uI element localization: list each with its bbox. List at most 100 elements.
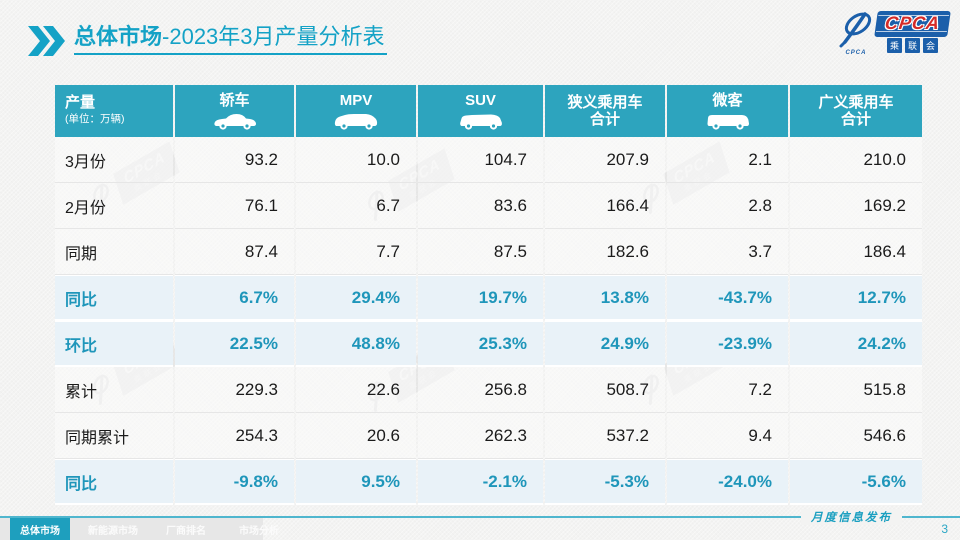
table-cell: 210.0 (790, 137, 922, 183)
table-cell: 256.8 (418, 367, 543, 413)
table-cell: 6.7% (175, 275, 294, 321)
column-title: 广义乘用车 (818, 94, 894, 111)
table-cell: -23.9% (667, 321, 788, 367)
table-cell: 6.7 (296, 183, 416, 229)
cpca-swirl-label: CPCA (845, 50, 867, 56)
footer-tab-1[interactable]: 总体市场 (10, 518, 70, 540)
table-row: 3月份 93.2 10.0 104.7 207.9 2.1 210.0 (55, 137, 922, 183)
table-cell: 24.2% (790, 321, 922, 367)
table-cell: 515.8 (790, 367, 922, 413)
column-header: MPV (296, 85, 416, 137)
page-title-bold: 总体市场 (74, 24, 163, 49)
cpca-logo: CPCA CPCA 乘联会 (837, 8, 950, 56)
table-row: 2月份 76.1 6.7 83.6 166.4 2.8 169.2 (55, 183, 922, 229)
column-title: 产量 (65, 94, 96, 111)
column-header: 产量 (单位：万辆) (55, 85, 173, 137)
table-cell: -5.3% (545, 459, 665, 505)
table-cell: 537.2 (545, 413, 665, 459)
column-header: 广义乘用车 合计 (790, 85, 922, 137)
table-cell: 254.3 (175, 413, 294, 459)
column-header: 微客 (667, 85, 788, 137)
table-cell: 166.4 (545, 183, 665, 229)
footer-tab-2[interactable]: 新能源市场 (88, 525, 138, 537)
table-cell: 3.7 (667, 229, 788, 275)
table-cell: -2.1% (418, 459, 543, 505)
table-cell: 25.3% (418, 321, 543, 367)
row-label: 环比 (55, 321, 173, 367)
footer-tab-3[interactable]: 厂商排名 (166, 525, 206, 537)
cpca-swirl-icon: CPCA (837, 8, 875, 56)
table-cell: 12.7% (790, 275, 922, 321)
table-cell: 93.2 (175, 137, 294, 183)
row-label: 2月份 (55, 183, 173, 229)
table-cell: 83.6 (418, 183, 543, 229)
table-cell: 508.7 (545, 367, 665, 413)
column-title: 狭义乘用车 (567, 94, 643, 111)
cpca-logo-right: CPCA 乘联会 (875, 11, 950, 53)
table-cell: 9.4 (667, 413, 788, 459)
table-cell: 2.1 (667, 137, 788, 183)
cpca-logo-box: CPCA (875, 11, 950, 36)
table-cell: 19.7% (418, 275, 543, 321)
table-cell: 48.8% (296, 321, 416, 367)
table-cell: 2.8 (667, 183, 788, 229)
table-cell: 87.5 (418, 229, 543, 275)
double-chevron-icon (28, 26, 65, 56)
table-cell: 22.6 (296, 367, 416, 413)
column-title-line2: 合计 (589, 111, 620, 128)
column-title: SUV (465, 92, 496, 109)
table-body: 3月份 93.2 10.0 104.7 207.9 2.1 210.0 2月份 76.1 6.7 8… (55, 137, 922, 505)
table-cell: 24.9% (545, 321, 665, 367)
title-bar: 总体市场-2023年3月产量分析表 (28, 22, 387, 56)
table-cell: -43.7% (667, 275, 788, 321)
table-cell: 546.6 (790, 413, 922, 459)
cpca-logo-subtext: 乘联会 (886, 37, 939, 53)
row-label: 同比 (55, 275, 173, 321)
column-header: 轿车 (175, 85, 294, 137)
publication-label: 月度信息发布 (801, 509, 902, 525)
production-table: 产量 (单位：万辆) 轿车 MPV SUV 狭义乘用车 合计 微客 广义乘用车 合计 3月份 93.… (55, 85, 922, 505)
cpca-logo-subtext-char: 会 (923, 37, 939, 53)
microvan-icon (704, 110, 752, 130)
column-header: 狭义乘用车 合计 (545, 85, 665, 137)
table-cell: 29.4% (296, 275, 416, 321)
sedan-icon (211, 110, 259, 130)
table-cell: -24.0% (667, 459, 788, 505)
column-title-line2: 合计 (840, 111, 871, 128)
page-title-rest: -2023年3月产量分析表 (162, 24, 385, 49)
cpca-logo-subtext-char: 联 (904, 37, 920, 53)
table-cell: 207.9 (545, 137, 665, 183)
table-cell: 22.5% (175, 321, 294, 367)
footer-tab-4[interactable]: 市场分析 (239, 525, 279, 537)
table-cell: 182.6 (545, 229, 665, 275)
column-header: SUV (418, 85, 543, 137)
table-cell: 87.4 (175, 229, 294, 275)
table-cell: -5.6% (790, 459, 922, 505)
table-cell: 10.0 (296, 137, 416, 183)
page-title: 总体市场-2023年3月产量分析表 (74, 22, 387, 55)
column-title: 轿车 (219, 92, 250, 109)
table-cell: 229.3 (175, 367, 294, 413)
mpv-icon (332, 110, 380, 130)
suv-icon (457, 110, 505, 130)
table-header-row: 产量 (单位：万辆) 轿车 MPV SUV 狭义乘用车 合计 微客 广义乘用车 合计 (55, 85, 922, 137)
page-number: 3 (941, 522, 948, 536)
table-cell: 186.4 (790, 229, 922, 275)
column-title: MPV (339, 92, 373, 109)
table-cell: 169.2 (790, 183, 922, 229)
row-label: 3月份 (55, 137, 173, 183)
table-row: 同期累计 254.3 20.6 262.3 537.2 9.4 546.6 (55, 413, 922, 459)
table-row: 环比 22.5% 48.8% 25.3% 24.9% -23.9% 24.2% (55, 321, 922, 367)
column-title: 微客 (712, 92, 743, 109)
row-label: 同比 (55, 459, 173, 505)
table-cell: 7.7 (296, 229, 416, 275)
table-cell: -9.8% (175, 459, 294, 505)
table-cell: 104.7 (418, 137, 543, 183)
table-row: 同比 6.7% 29.4% 19.7% 13.8% -43.7% 12.7% (55, 275, 922, 321)
table-cell: 262.3 (418, 413, 543, 459)
column-unit: (单位：万辆) (65, 113, 125, 125)
table-cell: 20.6 (296, 413, 416, 459)
table-cell: 9.5% (296, 459, 416, 505)
cpca-logo-subtext-char: 乘 (886, 37, 902, 53)
